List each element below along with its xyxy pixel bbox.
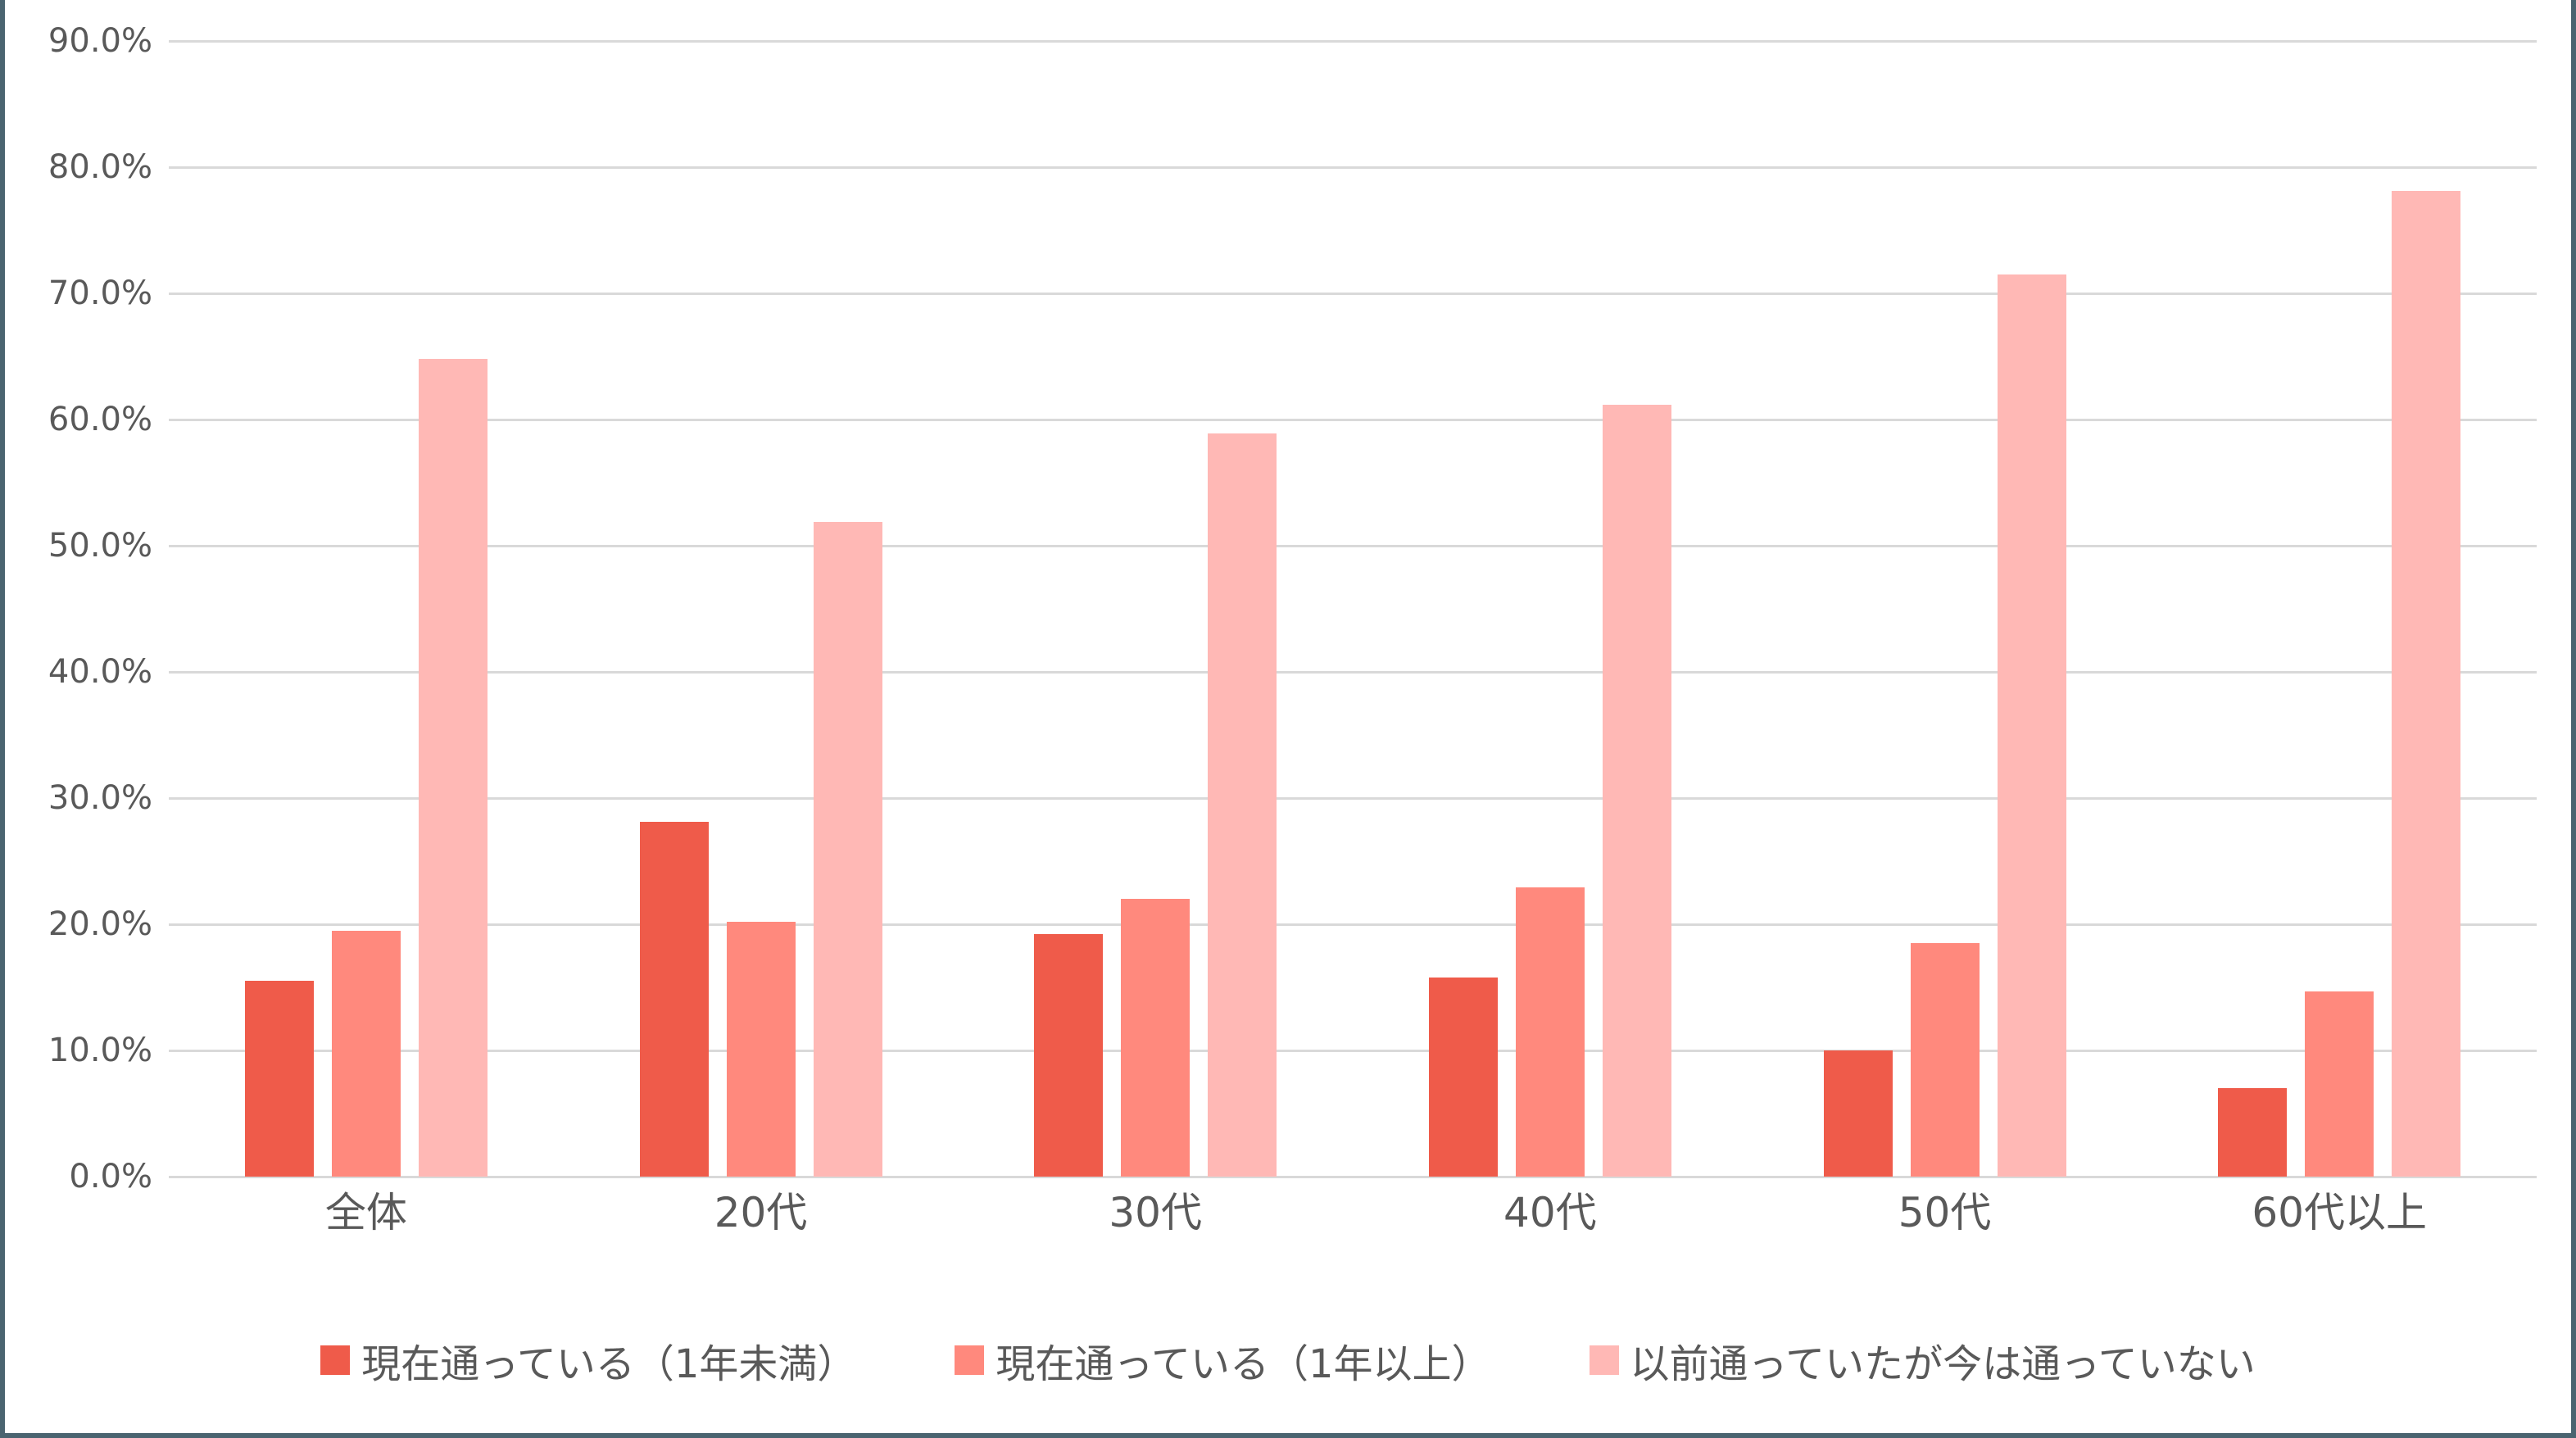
- legend-item: 以前通っていたが今は通っていない: [1589, 1331, 2256, 1389]
- y-tick-label: 0.0%: [69, 1158, 152, 1195]
- legend-label: 以前通っていたが今は通っていない: [1630, 1341, 2256, 1387]
- x-tick-label: 全体: [324, 1189, 407, 1236]
- y-tick-label: 50.0%: [48, 527, 152, 565]
- y-tick-label: 20.0%: [48, 905, 152, 943]
- y-tick-label: 30.0%: [48, 779, 152, 817]
- bar: [1823, 1050, 1893, 1177]
- legend-swatch-icon: [1589, 1345, 1619, 1375]
- gridline: [169, 671, 2537, 674]
- y-tick-label: 40.0%: [48, 653, 152, 691]
- y-tick-label: 10.0%: [48, 1032, 152, 1069]
- bar: [418, 359, 488, 1177]
- bar: [2218, 1088, 2288, 1177]
- y-tick-label: 80.0%: [48, 148, 152, 186]
- bar: [244, 981, 314, 1177]
- bar-group: [169, 41, 2537, 1177]
- gridline: [169, 419, 2537, 421]
- chart-frame: 現在通っている（1年未満） 現在通っている（1年以上） 以前通っていたが今は通ってい…: [5, 0, 2571, 1433]
- bar: [2392, 191, 2461, 1177]
- gridline: [169, 166, 2537, 169]
- y-tick-label: 60.0%: [48, 401, 152, 438]
- bar: [331, 930, 401, 1177]
- legend-swatch-icon: [320, 1345, 351, 1375]
- gridline: [169, 797, 2537, 800]
- legend-label: 現在通っている（1年以上）: [995, 1341, 1491, 1387]
- bar: [726, 921, 796, 1177]
- plot-area: [169, 40, 2537, 1178]
- bar: [1034, 934, 1104, 1177]
- bar: [1910, 943, 1980, 1177]
- bar: [1602, 404, 1671, 1177]
- x-tick-label: 40代: [1503, 1189, 1597, 1236]
- bar: [639, 822, 709, 1177]
- bar: [1428, 977, 1498, 1177]
- bar: [2305, 991, 2374, 1177]
- gridline: [169, 293, 2537, 295]
- gridline: [169, 1176, 2537, 1178]
- y-tick-label: 70.0%: [48, 274, 152, 312]
- bar: [1208, 433, 1277, 1177]
- x-tick-label: 50代: [1898, 1189, 1992, 1236]
- legend: 現在通っている（1年未満） 現在通っている（1年以上） 以前通っていたが今は通ってい…: [5, 1331, 2571, 1389]
- legend-swatch-icon: [955, 1345, 985, 1375]
- gridline: [169, 923, 2537, 926]
- bar-group: [169, 41, 2537, 1177]
- legend-label: 現在通っている（1年未満）: [361, 1341, 857, 1387]
- x-tick-label: 20代: [714, 1189, 808, 1236]
- legend-item: 現在通っている（1年未満）: [320, 1331, 856, 1389]
- gridline: [169, 40, 2537, 43]
- bar-group: [169, 41, 2537, 1177]
- bar: [1997, 274, 2066, 1177]
- x-tick-label: 60代以上: [2252, 1189, 2427, 1236]
- bar: [1515, 887, 1585, 1177]
- gridline: [169, 545, 2537, 547]
- bar-group: [169, 41, 2537, 1177]
- bar-group: [169, 41, 2537, 1177]
- gridline: [169, 1050, 2537, 1052]
- x-tick-label: 30代: [1109, 1189, 1202, 1236]
- bar-group: [169, 41, 2537, 1177]
- bar: [1121, 899, 1190, 1177]
- legend-item: 現在通っている（1年以上）: [955, 1331, 1491, 1389]
- y-tick-label: 90.0%: [48, 22, 152, 60]
- bar: [813, 521, 882, 1177]
